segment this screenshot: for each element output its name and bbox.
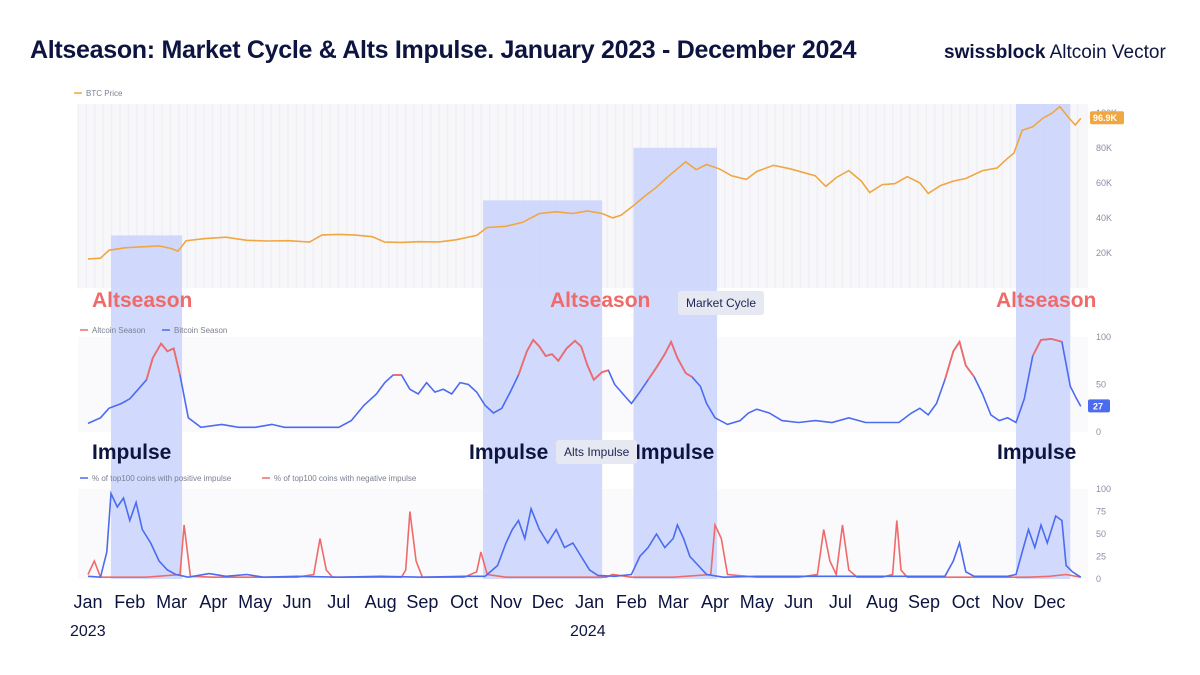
positive-impulse-line <box>87 490 1082 579</box>
y-tick-label: 100 <box>1096 332 1111 342</box>
year-label: 2023 <box>70 623 106 640</box>
impulse-label: Impulse <box>92 441 172 464</box>
impulse-label: Impulse <box>469 441 549 464</box>
month-label: May <box>739 592 774 612</box>
month-label: Mar <box>156 592 188 612</box>
month-label: Apr <box>700 592 730 612</box>
highlight-band <box>633 147 718 580</box>
legend-label: BTC Price <box>86 89 123 98</box>
altcoin-season-line <box>517 338 609 382</box>
y-tick-label: 50 <box>1096 529 1106 539</box>
y-tick-label: 0 <box>1096 427 1101 437</box>
month-label: Jan <box>575 592 605 612</box>
month-label: Jul <box>828 592 852 612</box>
month-label: Mar <box>657 592 689 612</box>
month-label: Jun <box>282 592 312 612</box>
altcoin-season-line <box>1031 337 1063 357</box>
y-tick-label: 25 <box>1096 552 1106 562</box>
month-label: Nov <box>991 592 1024 612</box>
month-label: Apr <box>199 592 228 612</box>
highlight-band <box>483 200 603 579</box>
altseason-label: Altseason <box>550 289 651 312</box>
month-label: Jul <box>327 592 351 612</box>
cycle-last-value-badge <box>1088 399 1110 413</box>
y-tick-label: 50 <box>1096 380 1106 390</box>
month-label: Feb <box>615 592 647 612</box>
month-label: Jan <box>73 592 103 612</box>
brand-product: Altcoin Vector <box>1049 42 1166 63</box>
legend-label: Bitcoin Season <box>174 326 227 335</box>
altseason-label: Altseason <box>996 289 1097 312</box>
legend-label: Altcoin Season <box>92 326 145 335</box>
page-title: Altseason: Market Cycle & Alts Impulse. … <box>30 36 857 64</box>
y-tick-label: 75 <box>1096 507 1106 517</box>
highlight-band <box>110 235 183 579</box>
altcoin-season-line <box>944 339 975 381</box>
y-tick-label: 0 <box>1096 574 1101 584</box>
month-label: Sep <box>907 592 941 612</box>
y-tick-label: 100 <box>1096 484 1111 494</box>
market-cycle-tag: Market Cycle <box>678 291 765 315</box>
month-label: Feb <box>114 592 146 612</box>
month-label: Dec <box>531 592 564 612</box>
btc-price-line <box>87 105 1082 260</box>
brand-name: swissblock <box>944 42 1046 63</box>
y-tick-label: 60K <box>1096 178 1112 188</box>
cycle-last-value: 27 <box>1093 401 1103 411</box>
year-label: 2024 <box>570 623 606 640</box>
y-tick-label: 40K <box>1096 213 1112 223</box>
impulse-label: Impulse <box>997 441 1077 464</box>
btc-last-value-badge <box>1090 111 1124 125</box>
impulse-label: Impulse <box>635 441 715 464</box>
month-label: Dec <box>1033 592 1066 612</box>
altcoin-season-line <box>145 342 181 381</box>
month-label: Aug <box>364 592 397 612</box>
alts-impulse-tag: Alts Impulse <box>556 440 638 464</box>
month-label: Oct <box>450 592 479 612</box>
y-tick-label: 80K <box>1096 143 1112 153</box>
month-label: May <box>238 592 273 612</box>
month-label: Oct <box>951 592 980 612</box>
altseason-label: Altseason <box>92 289 193 312</box>
month-label: Sep <box>406 592 439 612</box>
btc-last-value: 96.9K <box>1093 113 1118 123</box>
month-label: Jun <box>784 592 814 612</box>
y-tick-label: 20K <box>1096 248 1112 258</box>
legend-label: % of top100 coins with positive impulse <box>92 474 232 483</box>
legend-label: % of top100 coins with negative impulse <box>274 474 417 483</box>
month-label: Aug <box>866 592 899 612</box>
altcoin-season-line <box>647 339 693 381</box>
brand-logo: swissblock Altcoin Vector <box>944 42 1166 64</box>
month-label: Nov <box>489 592 523 612</box>
